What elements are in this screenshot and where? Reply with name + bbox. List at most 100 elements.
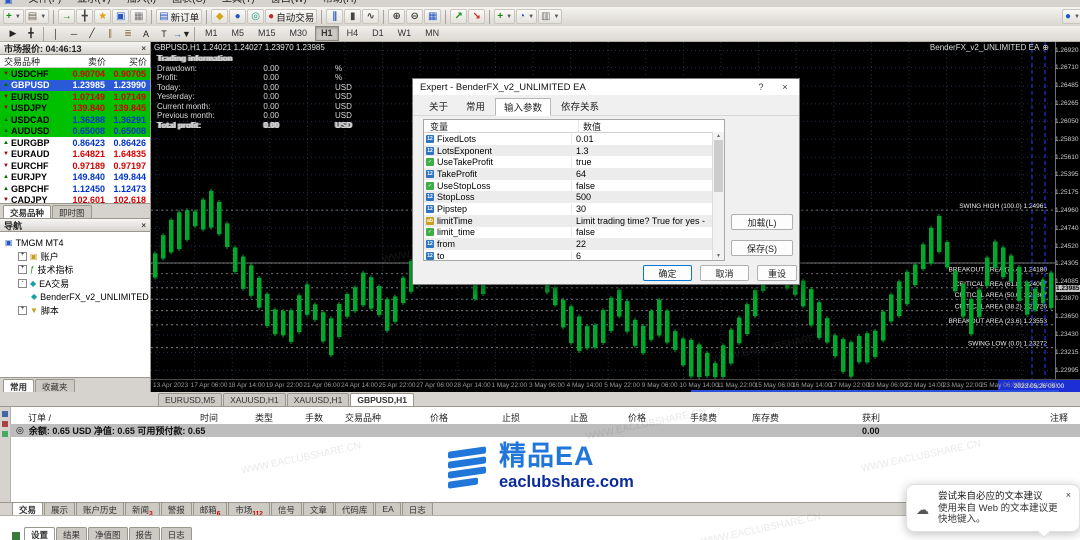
orders-column-12[interactable]: 注释 (1050, 413, 1069, 423)
close-icon[interactable]: × (141, 43, 146, 53)
market-watch-row[interactable]: ▲ EURJPY 149.840 149.844 (0, 172, 150, 184)
market-watch-row[interactable]: ▼ USDCHF 0.90704 0.90705 (0, 68, 150, 80)
community-button[interactable]: ● (229, 9, 247, 24)
shapes-tool[interactable]: → ▼ (173, 27, 191, 40)
text-tool[interactable]: A (137, 27, 155, 40)
market-watch-row[interactable]: ▼ EURCHF 0.97189 0.97197 (0, 160, 150, 172)
terminal-tab-11[interactable]: 日志 (401, 502, 433, 515)
menu-item-0[interactable]: 文件(F) (29, 0, 62, 7)
dialog-tab-3[interactable]: 依存关系 (561, 102, 600, 113)
chart-tab-0[interactable]: EURUSD,M5 (158, 393, 223, 406)
terminal-tab-4[interactable]: 警报 (160, 502, 192, 515)
terminal-tab-7[interactable]: 信号 (270, 502, 302, 515)
hline-tool[interactable]: ─ (65, 27, 83, 40)
ea-smiley-icon[interactable]: ⊕ (1042, 43, 1049, 52)
terminal-tab-9[interactable]: 代码库 (334, 502, 375, 515)
tester-tab-4[interactable]: 日志 (160, 527, 192, 540)
orders-column-6[interactable]: 止损 (502, 413, 521, 423)
tester-tab-1[interactable]: 结果 (56, 527, 88, 540)
trendline-tool[interactable]: ╱ (83, 27, 101, 40)
parameter-row[interactable]: 12 to 6 (424, 250, 724, 260)
time-axis[interactable]: 2023.05.26 09:00 13 Apr 2023 17 Apr 06:00… (151, 379, 1080, 393)
parameter-row[interactable]: ab limitTime Limit trading time? True for … (424, 214, 724, 227)
terminal-tab-2[interactable]: 账户历史 (76, 502, 125, 515)
timeframe-m15[interactable]: M15 (258, 28, 276, 38)
tester-tab-0[interactable]: 设置 (24, 527, 56, 540)
expand-icon[interactable]: + (18, 265, 27, 275)
ok-button[interactable]: 确定 (643, 265, 692, 281)
timeframe-d1[interactable]: D1 (372, 28, 384, 38)
profiles-button[interactable]: ▤ ▼ (24, 9, 50, 24)
parameter-value[interactable]: 22 (576, 239, 587, 250)
market-watch-row[interactable]: ▲ EURGBP 0.86423 0.86426 (0, 137, 150, 149)
navigator-item[interactable]: + ƒ 技术指标 (0, 263, 150, 277)
help-icon[interactable]: ? (758, 82, 764, 92)
navigator-item[interactable]: + ▼ 脚本 (0, 304, 150, 318)
scrollbar-thumb[interactable] (714, 140, 723, 192)
market-watch-tab-1[interactable]: 即时图 (52, 205, 92, 218)
market-watch-row[interactable]: ▲ AUDUSD 0.65008 0.65008 (0, 125, 150, 137)
parameter-value[interactable]: false (576, 180, 596, 191)
dialog-tab-1[interactable]: 常用 (466, 102, 486, 113)
tester-tab-3[interactable]: 报告 (128, 527, 160, 540)
navigator-item[interactable]: ◆ BenderFX_v2_UNLIMITED EA (0, 290, 163, 304)
vline-tool[interactable]: │ (47, 27, 65, 40)
timeframe-m1[interactable]: M1 (205, 28, 218, 38)
menu-item-5[interactable]: 窗口(W) (271, 0, 307, 7)
label-tool[interactable]: T (155, 27, 173, 40)
terminal-tab-3[interactable]: 新闻3 (125, 502, 160, 518)
navigator-item[interactable]: - ◆ EA交易 (0, 277, 150, 291)
market-watch-window-button[interactable]: ▣ (112, 9, 130, 24)
arrange-windows-button[interactable]: ▦ (424, 9, 442, 24)
chart-tab-3[interactable]: GBPUSD,H1 (350, 393, 414, 406)
orders-column-5[interactable]: 价格 (430, 413, 449, 423)
candle-chart-button[interactable]: ▮ (344, 9, 362, 24)
orders-column-7[interactable]: 止盈 (570, 413, 589, 423)
fibonacci-tool[interactable]: ≣ (119, 27, 137, 40)
terminal-tab-0[interactable]: 交易 (12, 502, 44, 515)
orders-column-1[interactable]: 时间 (200, 413, 219, 423)
timeframe-m30[interactable]: M30 (289, 28, 308, 38)
indicators-list-button[interactable]: ↗ (450, 9, 468, 24)
zoom-out-button[interactable]: ⊖ (406, 9, 424, 24)
market-watch-row[interactable]: ▼ USDJPY 139.840 139.845 (0, 102, 150, 114)
navigator-tab-0[interactable]: 常用 (3, 379, 35, 392)
orders-column-9[interactable]: 手续费 (690, 413, 718, 423)
cursor-tool[interactable]: ▶ (4, 27, 22, 40)
market-watch-row[interactable]: ▲ USDCAD 1.36288 1.36291 (0, 114, 150, 126)
market-watch-row[interactable]: ▼ CADJPY 102.601 102.618 (0, 195, 150, 207)
alerts-button[interactable]: ◆ (211, 9, 229, 24)
orders-column-11[interactable]: 获利 (862, 413, 881, 423)
cancel-button[interactable]: 取消 (700, 265, 749, 281)
parameter-value[interactable]: 30 (576, 203, 587, 214)
market-watch-tab-0[interactable]: 交易品种 (3, 205, 52, 218)
expand-icon[interactable]: + (18, 251, 27, 261)
menu-item-1[interactable]: 显示(V) (77, 0, 110, 7)
terminal-tab-5[interactable]: 邮箱6 (192, 502, 228, 518)
terminal-tab-10[interactable]: EA (375, 502, 401, 515)
data-window-button[interactable]: ▦ (130, 9, 148, 24)
menu-item-6[interactable]: 帮助(H) (323, 0, 357, 7)
scroll-up-icon[interactable]: ▲ (716, 133, 721, 139)
chart-shift-button[interactable]: → (58, 9, 76, 24)
parameter-value[interactable]: 500 (576, 192, 592, 203)
table-scrollbar[interactable]: ▲ ▼ (712, 132, 724, 260)
text-suggestion-toast[interactable]: ☁ 尝试来自必应的文本建议 使用来自 Web 的文本建议更快地键入。 × (906, 484, 1080, 539)
crosshair-tool[interactable]: ╋ (22, 27, 40, 40)
market-watch-row[interactable]: ▼ EURAUD 1.64821 1.64835 (0, 149, 150, 161)
parameter-row[interactable]: 12 from 22 (424, 238, 724, 250)
orders-column-4[interactable]: 交易品种 (345, 413, 382, 423)
market-watch-row[interactable]: ▼ EURUSD 1.07149 1.07149 (0, 91, 150, 103)
parameter-row[interactable]: ✓ limit_time false (424, 227, 724, 239)
dialog-tab-2[interactable]: 输入参数 (495, 98, 552, 116)
orders-column-2[interactable]: 类型 (255, 413, 274, 423)
close-icon[interactable]: × (141, 220, 146, 230)
navigator-item[interactable]: ▣ TMGM MT4 (0, 236, 150, 250)
bar-chart-button[interactable]: ∥ (326, 9, 344, 24)
terminal-tab-1[interactable]: 展示 (44, 502, 76, 515)
parameter-row[interactable]: 12 LotsExponent 1.3 (424, 144, 724, 157)
parameter-value[interactable]: true (576, 157, 592, 168)
dialog-tab-0[interactable]: 关于 (429, 102, 449, 113)
templates-button[interactable]: ▥ ▼ (538, 9, 563, 24)
channel-tool[interactable]: ∥ (101, 27, 119, 40)
